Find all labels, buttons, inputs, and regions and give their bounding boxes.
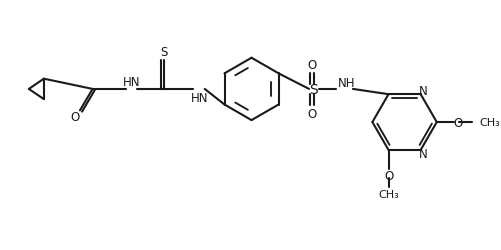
Text: CH₃: CH₃ xyxy=(479,118,500,128)
Text: O: O xyxy=(453,116,463,129)
Text: HN: HN xyxy=(191,92,208,105)
Text: NH: NH xyxy=(338,76,356,89)
Text: O: O xyxy=(71,110,80,123)
Text: N: N xyxy=(419,84,428,98)
Text: N: N xyxy=(419,148,428,161)
Text: O: O xyxy=(384,169,393,182)
Text: CH₃: CH₃ xyxy=(378,189,399,199)
Text: S: S xyxy=(310,82,318,96)
Text: O: O xyxy=(307,59,317,72)
Text: O: O xyxy=(307,107,317,120)
Text: S: S xyxy=(160,46,167,59)
Text: HN: HN xyxy=(123,75,140,88)
